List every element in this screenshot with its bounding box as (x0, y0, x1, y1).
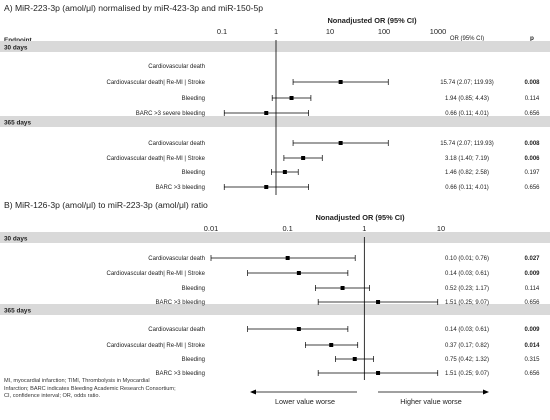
panel-b-group-label: 30 days (4, 236, 28, 243)
panel-b-p-value: 0.027 (524, 256, 540, 262)
panel-b-or-point (329, 343, 334, 347)
panel-b-p-value: 0.014 (524, 343, 540, 349)
panel-a-or-value: 15.74 (2.07; 119.93) (440, 80, 494, 86)
panel-a-tick-label: 100 (378, 27, 390, 36)
panel-a-group-label: 365 days (4, 120, 31, 127)
panel-a-or-point (301, 156, 306, 160)
panel-a-or-value: 0.66 (0.11; 4.01) (445, 111, 489, 117)
panel-b-row-label: Cardiovascular death (148, 256, 205, 262)
panel-b-p-value: 0.114 (525, 286, 540, 292)
panel-b-tick-label: 0.1 (283, 224, 293, 233)
panel-b-or-point (340, 286, 345, 290)
panel-b-row-label: BARC >3 bleeding (155, 300, 205, 306)
footnote-line-2: Infarction; BARC indicates Bleeding Acad… (4, 385, 176, 392)
panel-a-row-label: Cardiovascular death| Re-MI | Stroke (107, 80, 206, 86)
panel-b-or-value: 0.37 (0.17; 0.82) (445, 343, 489, 349)
panel-b-row-label: BARC >3 bleeding (155, 371, 205, 377)
panel-a-or-header: OR (95% CI) (450, 36, 484, 42)
panel-a-title: A) MiR-223-3p (amol/μl) normalised by mi… (4, 3, 263, 13)
panel-a-or-value: 15.74 (2.07; 119.93) (440, 141, 494, 147)
panel-b-or-point (376, 371, 381, 375)
panel-a-p-header: p (530, 35, 534, 42)
panel-b-row-label: Bleeding (182, 357, 205, 363)
panel-b-arrow-right-label: Higher value worse (400, 397, 462, 406)
panel-b-row-label: Bleeding (182, 286, 205, 292)
panel-a-row-label: Bleeding (182, 170, 205, 176)
panel-b-axis-title: Nonadjusted OR (95% CI) (315, 213, 405, 222)
panel-a-p-value: 0.008 (524, 141, 540, 147)
panel-b-or-value: 1.51 (0.25; 9.07) (445, 371, 489, 377)
panel-a-p-value: 0.656 (524, 111, 540, 117)
panel-a-p-value: 0.008 (524, 80, 540, 86)
panel-a-row-label: BARC >3 severe bleeding (136, 111, 205, 117)
panel-b-tick-label: 0.01 (204, 224, 218, 233)
panel-a-row-label: BARC >3 bleeding (155, 185, 205, 191)
panel-b-or-point (296, 327, 301, 331)
panel-a-group-band (0, 41, 550, 52)
panel-a-row-label: Bleeding (182, 96, 205, 102)
panel-b-group-band (0, 232, 550, 243)
panel-b-or-value: 1.51 (0.25; 9.07) (445, 300, 489, 306)
panel-a-tick-label: 10 (326, 27, 334, 36)
panel-b-p-value: 0.656 (524, 371, 540, 377)
panel-a-endpoint-header: Endpoint (4, 37, 33, 44)
panel-a-axis-title: Nonadjusted OR (95% CI) (327, 16, 417, 25)
panel-b-arrow-left-head (250, 389, 256, 395)
panel-b-or-value: 0.14 (0.03; 0.61) (445, 271, 489, 277)
panel-a-group-label: 30 days (4, 45, 28, 52)
panel-b-p-value: 0.656 (524, 300, 540, 306)
footnote: MI, myocardial infarction; TIMI, Thrombo… (4, 378, 304, 401)
footnote-line-1: MI, myocardial infarction; TIMI, Thrombo… (4, 378, 150, 384)
panel-b-arrow-right-head (483, 389, 489, 395)
panel-b-or-value: 0.52 (0.23; 1.17) (445, 286, 489, 292)
panel-a-tick-label: 1000 (430, 27, 446, 36)
panel-a-group-band (0, 116, 550, 127)
panel-b-or-point (296, 271, 301, 275)
panel-a-or-value: 1.46 (0.82; 2.58) (445, 170, 489, 176)
footnote-line-3: CI, confidence interval; OR, odds ratio. (4, 393, 101, 400)
panel-b-p-value: 0.315 (524, 357, 540, 363)
panel-b-row-label: Cardiovascular death| Re-MI | Stroke (107, 343, 206, 349)
panel-b-arrow-left-label: Lower value worse (275, 397, 335, 406)
panel-b-row-label: Cardiovascular death| Re-MI | Stroke (107, 271, 206, 277)
panel-b-group-band (0, 304, 550, 315)
panel-a-p-value: 0.197 (524, 170, 540, 176)
panel-b-tick-label: 1 (362, 224, 366, 233)
panel-b-or-value: 0.14 (0.03; 0.61) (445, 327, 489, 333)
panel-b-p-value: 0.009 (524, 271, 540, 277)
panel-a-or-point (264, 185, 269, 189)
panel-b-or-point (285, 256, 290, 260)
panel-a-p-value: 0.656 (524, 185, 540, 191)
panel-a-or-value: 3.18 (1.40; 7.19) (445, 156, 489, 162)
panel-b-title: B) MiR-126-3p (amol/μl) to miR-223-3p (a… (4, 200, 208, 210)
panel-a-tick-label: 0.1 (217, 27, 227, 36)
panel-a-or-point (282, 170, 287, 174)
panel-a-or-point (289, 96, 294, 100)
panel-a-or-point (338, 80, 343, 84)
panel-b-group-label: 365 days (4, 308, 31, 315)
panel-a-or-value: 1.94 (0.85; 4.43) (445, 96, 489, 102)
panel-b-tick-label: 10 (437, 224, 445, 233)
panel-a-row-label: Cardiovascular death (148, 64, 205, 70)
panel-a-row-label: Cardiovascular death (148, 141, 205, 147)
panel-a-or-point (338, 141, 343, 145)
panel-a-p-value: 0.006 (524, 156, 540, 162)
panel-a-p-value: 0.114 (525, 96, 540, 102)
panel-b-p-value: 0.009 (524, 327, 540, 333)
panel-b-or-value: 0.10 (0.01; 0.76) (445, 256, 489, 262)
panel-b-row-label: Cardiovascular death (148, 327, 205, 333)
panel-a-tick-label: 1 (274, 27, 278, 36)
panel-a-row-label: Cardiovascular death| Re-MI | Stroke (107, 156, 206, 162)
panel-b-or-point (376, 300, 381, 304)
panel-a-or-value: 0.66 (0.11; 4.01) (445, 185, 489, 191)
panel-a-or-point (264, 111, 269, 115)
panel-b-or-value: 0.75 (0.42; 1.32) (445, 357, 489, 363)
panel-b-or-point (352, 357, 357, 361)
